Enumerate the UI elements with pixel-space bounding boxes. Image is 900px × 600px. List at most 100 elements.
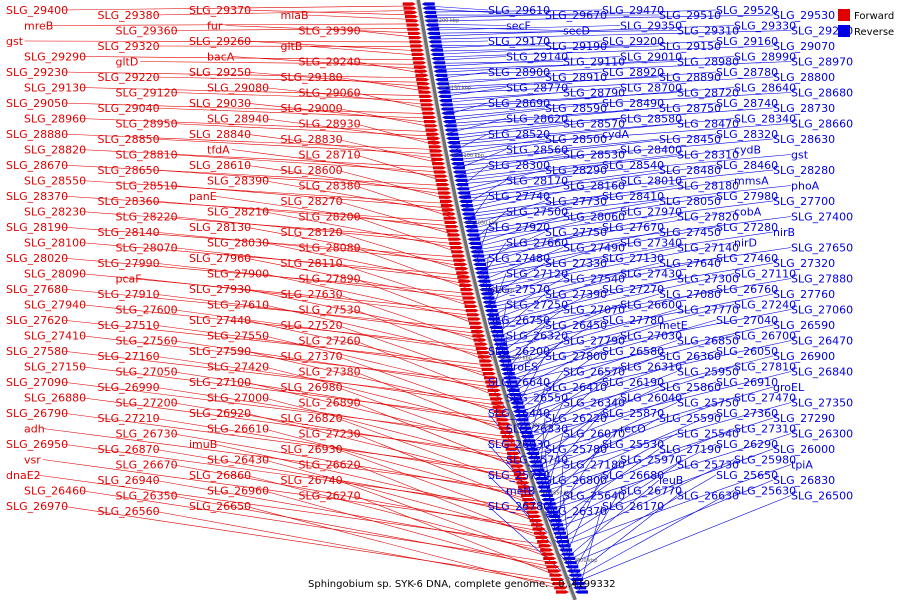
reverse-feature-arrow[interactable] <box>559 548 573 552</box>
gene-label[interactable]: SLG_28290 <box>545 164 607 177</box>
gene-label[interactable]: SLG_27540 <box>563 273 625 286</box>
gene-label[interactable]: SLG_28800 <box>773 71 835 84</box>
forward-feature-arrow[interactable] <box>406 23 420 27</box>
gene-label[interactable]: imuB <box>189 438 217 451</box>
gene-label[interactable]: SLG_27110 <box>734 268 796 281</box>
reverse-feature-arrow[interactable] <box>530 464 544 468</box>
gene-label[interactable]: SLG_28740 <box>716 97 778 110</box>
gene-label[interactable]: SLG_28950 <box>116 118 178 131</box>
reverse-feature-arrow[interactable] <box>493 342 507 346</box>
gene-label[interactable]: SLG_27740 <box>488 190 550 203</box>
forward-feature-arrow[interactable] <box>453 258 467 262</box>
gene-label[interactable]: bacA <box>207 51 235 64</box>
forward-feature-arrow[interactable] <box>515 477 529 481</box>
forward-feature-arrow[interactable] <box>499 426 513 430</box>
reverse-feature-arrow[interactable] <box>519 430 533 434</box>
reverse-feature-arrow[interactable] <box>443 124 457 128</box>
gene-label[interactable]: SLG_27470 <box>734 392 796 405</box>
gene-label[interactable]: mreB <box>24 20 53 33</box>
gene-label[interactable]: SLG_27900 <box>207 268 269 281</box>
reverse-feature-arrow[interactable] <box>541 498 555 502</box>
reverse-feature-arrow[interactable] <box>483 304 497 308</box>
forward-feature-arrow[interactable] <box>410 48 424 52</box>
reverse-feature-arrow[interactable] <box>514 414 528 418</box>
reverse-feature-arrow[interactable] <box>500 367 514 371</box>
reverse-feature-arrow[interactable] <box>557 544 571 548</box>
reverse-feature-arrow[interactable] <box>491 334 505 338</box>
gene-label[interactable]: SLG_26320 <box>506 330 568 343</box>
gene-label[interactable]: SLG_28820 <box>24 144 86 157</box>
gene-label[interactable]: SLG_28360 <box>98 195 160 208</box>
gene-label[interactable]: SLG_28410 <box>602 190 664 203</box>
gene-label[interactable]: SLG_29370 <box>189 4 251 17</box>
gene-label[interactable]: SLG_27420 <box>207 361 269 374</box>
reverse-feature-arrow[interactable] <box>473 262 487 266</box>
forward-feature-arrow[interactable] <box>416 82 430 86</box>
forward-feature-arrow[interactable] <box>490 397 504 401</box>
reverse-feature-arrow[interactable] <box>453 174 467 178</box>
forward-feature-arrow[interactable] <box>409 40 423 44</box>
gene-label[interactable]: SLG_27440 <box>189 314 251 327</box>
reverse-feature-arrow[interactable] <box>438 94 452 98</box>
forward-feature-arrow[interactable] <box>445 225 459 229</box>
forward-feature-arrow[interactable] <box>546 565 560 569</box>
gene-label[interactable]: SLG_27680 <box>6 283 68 296</box>
forward-feature-arrow[interactable] <box>430 153 444 157</box>
gene-label[interactable]: SLG_25650 <box>716 469 778 482</box>
gene-label[interactable]: SLG_28600 <box>281 164 343 177</box>
forward-feature-arrow[interactable] <box>472 334 486 338</box>
gene-label[interactable]: SLG_27810 <box>734 361 796 374</box>
reverse-feature-arrow[interactable] <box>534 477 548 481</box>
gene-label[interactable]: SLG_26000 <box>773 443 835 456</box>
gene-label[interactable]: SLG_26310 <box>620 361 682 374</box>
forward-feature-arrow[interactable] <box>486 384 500 388</box>
gene-label[interactable]: SLG_29130 <box>24 82 86 95</box>
reverse-feature-arrow[interactable] <box>452 170 466 174</box>
forward-feature-arrow[interactable] <box>413 61 427 65</box>
gene-label[interactable]: SLG_28170 <box>506 175 568 188</box>
reverse-feature-arrow[interactable] <box>563 561 577 565</box>
gene-label[interactable]: SLG_26600 <box>620 299 682 312</box>
gene-label[interactable]: SLG_28550 <box>24 175 86 188</box>
gene-label[interactable]: SLG_29470 <box>602 4 664 17</box>
gene-label[interactable]: SLG_28280 <box>773 164 835 177</box>
forward-feature-arrow[interactable] <box>424 124 438 128</box>
gene-label[interactable]: SLG_27140 <box>677 242 739 255</box>
reverse-feature-arrow[interactable] <box>426 31 440 35</box>
reverse-feature-arrow[interactable] <box>439 103 453 107</box>
reverse-feature-arrow[interactable] <box>460 208 474 212</box>
forward-feature-arrow[interactable] <box>535 535 549 539</box>
gene-label[interactable]: SLG_29670 <box>545 9 607 22</box>
gene-label[interactable]: SLG_28940 <box>207 113 269 126</box>
forward-feature-arrow[interactable] <box>460 288 474 292</box>
reverse-feature-arrow[interactable] <box>450 157 464 161</box>
gene-label[interactable]: SLG_28530 <box>563 149 625 162</box>
gene-label[interactable]: SLG_26920 <box>189 407 251 420</box>
gene-label[interactable]: SLG_29190 <box>545 40 607 53</box>
gene-label[interactable]: SLG_26990 <box>98 381 160 394</box>
gene-label[interactable]: SLG_26070 <box>563 428 625 441</box>
gene-label[interactable]: SLG_26830 <box>773 474 835 487</box>
gene-label[interactable]: SLG_28650 <box>98 164 160 177</box>
gene-label[interactable]: SLG_27250 <box>506 299 568 312</box>
reverse-feature-arrow[interactable] <box>501 372 515 376</box>
reverse-feature-arrow[interactable] <box>479 288 493 292</box>
forward-feature-arrow[interactable] <box>549 573 563 577</box>
reverse-feature-arrow[interactable] <box>560 552 574 556</box>
gene-label[interactable]: SLG_26030 <box>488 438 550 451</box>
gene-label[interactable]: SLG_26050 <box>716 345 778 358</box>
reverse-feature-arrow[interactable] <box>440 107 454 111</box>
gene-label[interactable]: SLG_28370 <box>6 190 68 203</box>
reverse-feature-arrow[interactable] <box>442 120 456 124</box>
gene-label[interactable]: SLG_29610 <box>488 4 550 17</box>
reverse-feature-arrow[interactable] <box>468 241 482 245</box>
forward-feature-arrow[interactable] <box>455 267 469 271</box>
gene-label[interactable]: SLG_27960 <box>189 252 251 265</box>
forward-feature-arrow[interactable] <box>512 468 526 472</box>
gene-label[interactable]: secD <box>563 25 590 38</box>
forward-feature-arrow[interactable] <box>462 296 476 300</box>
gene-label[interactable]: SLG_26220 <box>545 412 607 425</box>
gene-label[interactable]: SLG_25950 <box>677 366 739 379</box>
forward-feature-arrow[interactable] <box>538 544 552 548</box>
forward-feature-arrow[interactable] <box>435 178 449 182</box>
